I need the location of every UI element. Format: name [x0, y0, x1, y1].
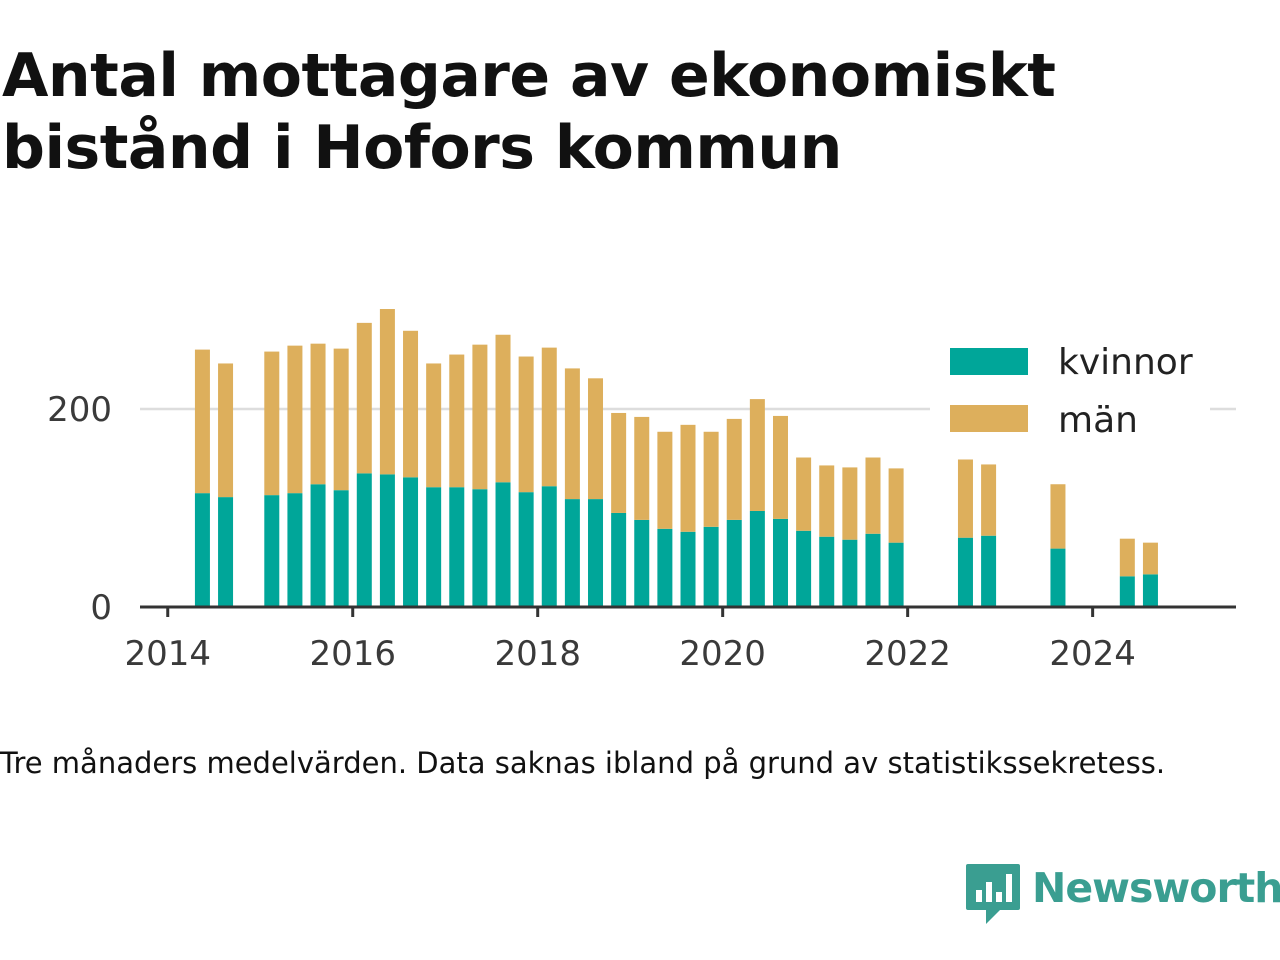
bar-man-12	[495, 334, 511, 483]
bar-man-14	[541, 347, 557, 487]
bar-kvinnor-7	[379, 474, 395, 607]
bar-kvinnor-17	[611, 512, 627, 607]
chart-title: Antal mottagare av ekonomiskt bistånd i …	[2, 41, 1056, 183]
bar-kvinnor-21	[703, 526, 719, 607]
bar-man-15	[564, 368, 580, 500]
legend-swatch-man	[950, 405, 1028, 432]
newsworthy-logo-icon	[966, 864, 1020, 924]
y-axis-ticks: 0 200	[47, 390, 112, 628]
bar-man-22	[726, 418, 742, 520]
bar-man-2	[264, 351, 280, 496]
bar-man-32	[1050, 484, 1066, 549]
bar-man-1	[218, 363, 234, 498]
bar-man-30	[957, 459, 973, 538]
bar-man-20	[680, 424, 696, 532]
bar-kvinnor-16	[588, 499, 604, 607]
x-axis-ticks: 2014 2016 2018 2020 2022 2024	[124, 607, 1136, 674]
bar-kvinnor-23	[749, 510, 765, 607]
bar-kvinnor-5	[333, 490, 349, 607]
chart: 2014 2016 2018 2020 2022 2024 0 200 kvinnor mä…	[47, 309, 1236, 674]
newsworthy-logo-text: Newsworthy	[1032, 864, 1280, 912]
bar-kvinnor-19	[657, 528, 673, 607]
newsworthy-logo: Newsworthy	[964, 862, 1280, 928]
bars-layer	[194, 309, 1158, 607]
x-tick-label-2020: 2020	[679, 634, 766, 674]
bar-man-33	[1119, 538, 1135, 577]
bar-kvinnor-4	[310, 484, 326, 607]
bar-kvinnor-9	[426, 487, 442, 607]
x-tick-label-2016: 2016	[309, 634, 396, 674]
bar-kvinnor-32	[1050, 548, 1066, 607]
bar-kvinnor-14	[541, 486, 557, 607]
x-tick-label-2024: 2024	[1049, 634, 1136, 674]
bar-kvinnor-3	[287, 493, 303, 607]
bar-man-19	[657, 431, 673, 529]
bar-man-3	[287, 345, 303, 494]
bar-kvinnor-10	[449, 487, 465, 607]
bar-man-13	[518, 356, 534, 493]
bar-kvinnor-13	[518, 492, 534, 607]
bar-kvinnor-0	[194, 493, 210, 607]
bar-kvinnor-1	[218, 497, 234, 607]
bar-man-23	[749, 399, 765, 511]
x-tick-label-2022: 2022	[864, 634, 951, 674]
bar-man-8	[403, 330, 419, 478]
bar-kvinnor-31	[981, 535, 997, 607]
bar-kvinnor-8	[403, 477, 419, 607]
bar-man-25	[796, 457, 812, 531]
bar-kvinnor-6	[356, 473, 372, 607]
bar-man-17	[611, 412, 627, 513]
bar-man-29	[888, 468, 904, 543]
bar-man-0	[194, 349, 210, 494]
bar-man-4	[310, 343, 326, 485]
bar-kvinnor-24	[772, 518, 788, 607]
bar-man-7	[379, 309, 395, 475]
bar-kvinnor-12	[495, 482, 511, 607]
bar-kvinnor-11	[472, 489, 488, 607]
bar-kvinnor-29	[888, 542, 904, 607]
y-tick-label-0: 0	[90, 588, 112, 628]
legend-label-kvinnor: kvinnor	[1058, 342, 1193, 383]
bar-kvinnor-27	[842, 539, 858, 607]
bar-man-10	[449, 354, 465, 488]
bar-man-34	[1142, 542, 1158, 575]
bar-man-26	[819, 465, 835, 537]
bar-kvinnor-22	[726, 519, 742, 607]
footnote: Tre månaders medelvärden. Data saknas ib…	[0, 746, 1166, 780]
legend-swatch-kvinnor	[950, 348, 1028, 375]
bar-kvinnor-34	[1142, 574, 1158, 607]
bar-kvinnor-28	[865, 533, 881, 607]
bar-kvinnor-30	[957, 537, 973, 607]
x-tick-label-2014: 2014	[124, 634, 211, 674]
x-tick-label-2018: 2018	[494, 634, 581, 674]
bar-kvinnor-15	[564, 499, 580, 607]
legend-label-man: män	[1058, 400, 1138, 441]
bar-man-5	[333, 348, 349, 491]
bar-kvinnor-20	[680, 531, 696, 607]
bar-man-24	[772, 415, 788, 519]
bar-kvinnor-25	[796, 530, 812, 607]
bar-man-31	[981, 464, 997, 536]
bar-man-21	[703, 431, 719, 527]
bar-man-27	[842, 467, 858, 540]
bar-man-6	[356, 322, 372, 474]
bar-kvinnor-26	[819, 536, 835, 607]
bar-man-28	[865, 457, 881, 534]
legend: kvinnor män	[930, 330, 1210, 445]
bar-man-11	[472, 344, 488, 490]
bar-man-9	[426, 363, 442, 488]
bar-kvinnor-33	[1119, 576, 1135, 607]
bar-man-18	[634, 416, 650, 520]
bar-kvinnor-18	[634, 519, 650, 607]
bar-kvinnor-2	[264, 495, 280, 607]
bar-man-16	[588, 378, 604, 500]
y-tick-label-200: 200	[47, 390, 112, 430]
